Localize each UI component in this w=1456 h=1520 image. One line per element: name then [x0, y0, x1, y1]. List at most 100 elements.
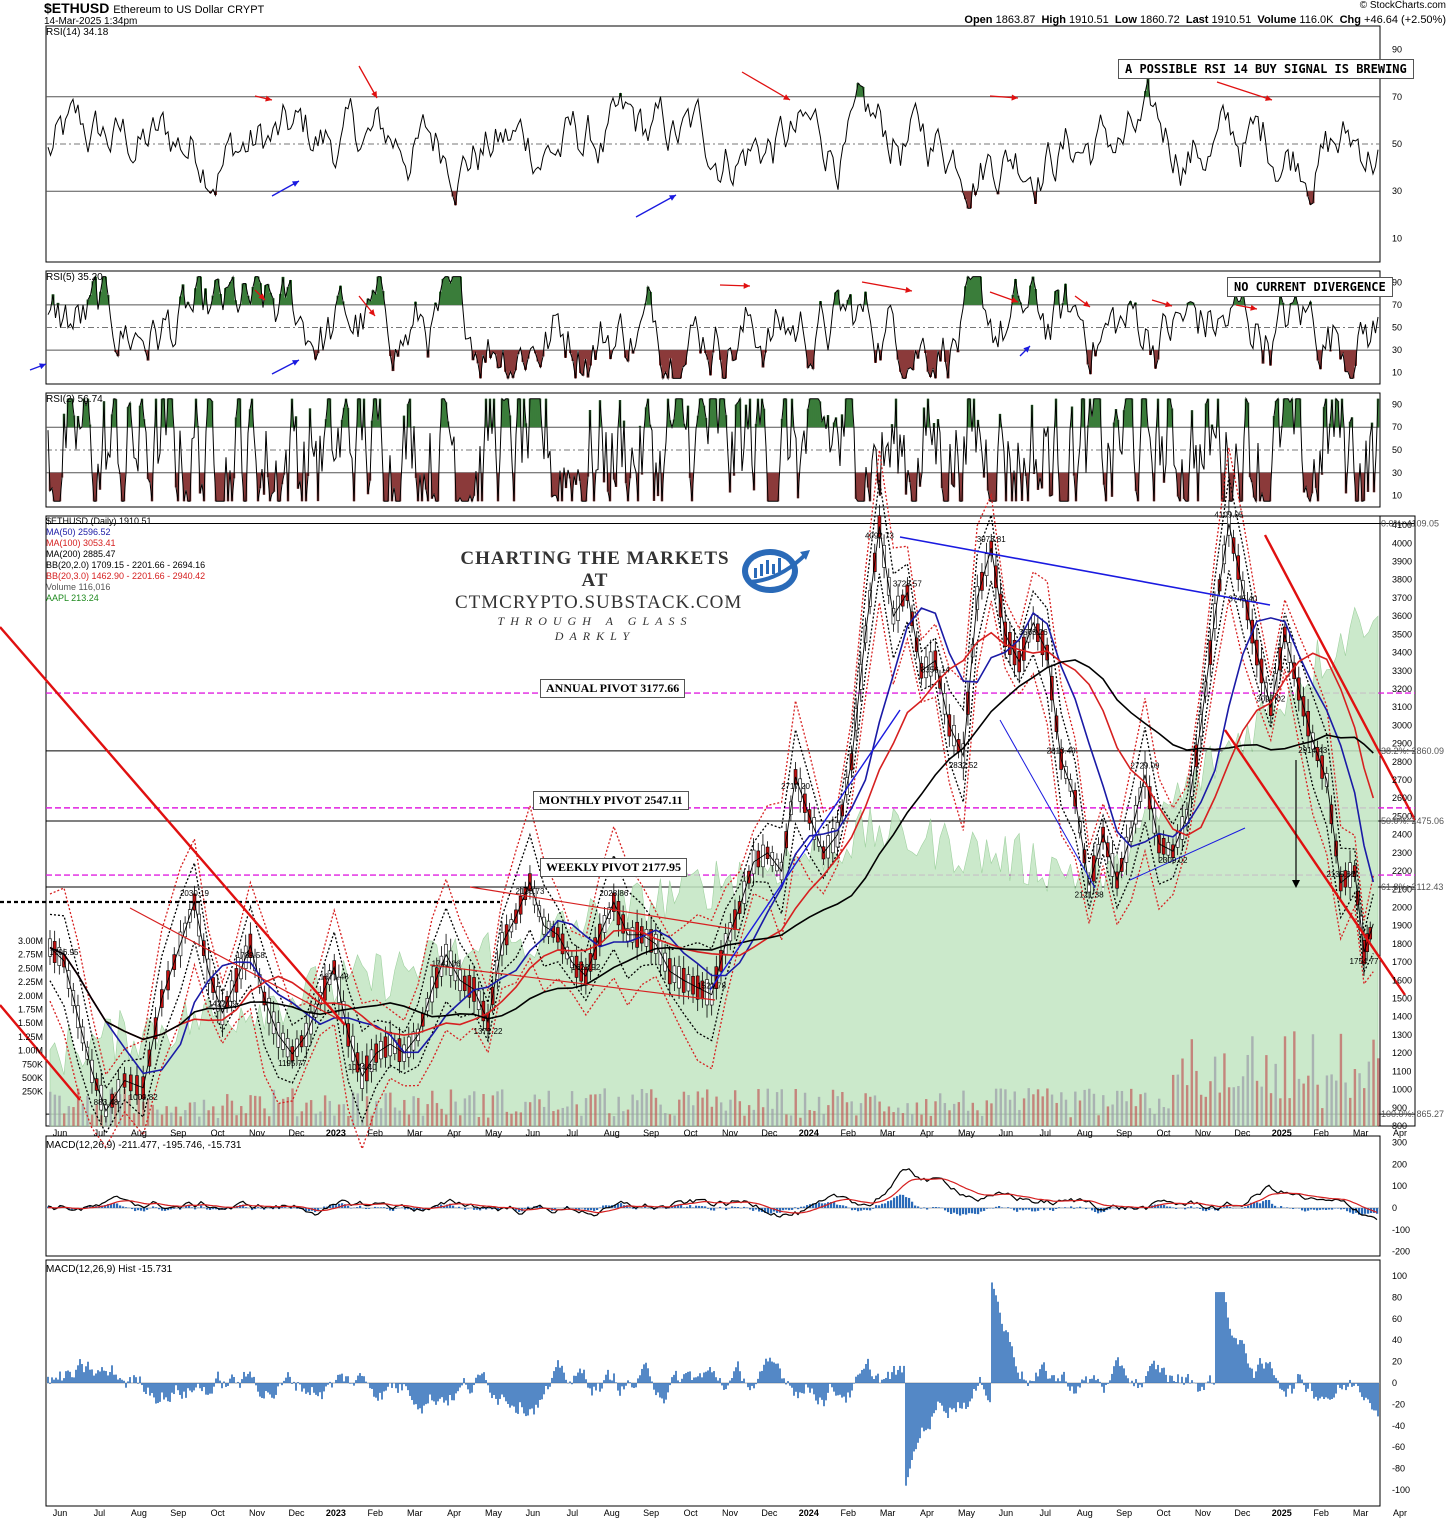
- hist-bar: [643, 1364, 645, 1383]
- macd-small-bar: [86, 1206, 89, 1208]
- volume-bar: [589, 1094, 592, 1126]
- hist-bar: [1149, 1365, 1151, 1383]
- hist-bar: [743, 1378, 745, 1383]
- macd-small-bar: [1016, 1208, 1019, 1212]
- hist-bar: [329, 1381, 331, 1383]
- volume-bar: [1344, 1082, 1347, 1126]
- hist-bar: [1187, 1374, 1189, 1383]
- hist-bar: [1137, 1383, 1139, 1389]
- volume-tick: 1.25M: [18, 1032, 43, 1042]
- macd-small-bar: [527, 1206, 530, 1208]
- macd-small-bar: [104, 1205, 107, 1208]
- volume-bar: [426, 1104, 429, 1126]
- volume-bar: [864, 1093, 867, 1126]
- hist-bar: [409, 1383, 411, 1396]
- price-annotation: 1741.06: [432, 960, 461, 969]
- hist-bar: [931, 1383, 933, 1417]
- volume-bar: [1157, 1098, 1161, 1126]
- hist-bar: [1189, 1383, 1191, 1384]
- volume-bar: [1335, 1080, 1338, 1126]
- price-annotation: 2138.73: [515, 887, 544, 896]
- macd-small-bar: [878, 1205, 881, 1208]
- hist-bar: [1017, 1372, 1019, 1383]
- hist-bar: [683, 1374, 685, 1383]
- macd-small-bar: [389, 1208, 392, 1211]
- trendline-red-3: [1224, 729, 1406, 996]
- hist-bar: [687, 1371, 689, 1383]
- volume-bar: [789, 1115, 793, 1126]
- hist-bar: [395, 1383, 397, 1389]
- macd-small-bar: [887, 1201, 890, 1208]
- hist-bar: [807, 1383, 809, 1388]
- volume-tick: 250K: [22, 1087, 43, 1097]
- volume-bar: [850, 1101, 853, 1126]
- hist-bar: [839, 1383, 841, 1395]
- hist-bar: [275, 1383, 277, 1395]
- hist-bar: [1069, 1383, 1071, 1391]
- hist-bar: [165, 1383, 167, 1398]
- x-label-bottom: Jul: [94, 1508, 106, 1518]
- hist-bar: [967, 1383, 969, 1407]
- hist-bar: [1345, 1383, 1347, 1391]
- bb2-lower: [49, 570, 1374, 1135]
- macd-small-bar: [212, 1208, 215, 1210]
- macd-y-tick: 200: [1392, 1159, 1407, 1169]
- hist-bar: [1377, 1383, 1379, 1417]
- hist-bar: [689, 1371, 691, 1383]
- hist-bar: [463, 1378, 465, 1383]
- price-annotation: 2914.43: [1298, 746, 1327, 755]
- hist-bar: [181, 1383, 183, 1399]
- y-tick-rsi2: 50: [1392, 445, 1402, 455]
- x-label-bottom: May: [485, 1508, 503, 1518]
- hist-bar: [583, 1369, 585, 1383]
- rsi14-bear-arrow-5: [1216, 81, 1273, 101]
- hist-bar: [773, 1362, 775, 1383]
- hist-bar: [545, 1383, 547, 1386]
- hist-bar: [255, 1383, 257, 1386]
- macd-small-bar: [260, 1208, 263, 1209]
- rsi14-bear-arrow-3-head: [783, 94, 790, 100]
- hist-bar: [423, 1383, 425, 1406]
- hist-bar: [1139, 1383, 1141, 1385]
- macd-small-bar: [116, 1203, 119, 1208]
- hist-bar: [713, 1371, 715, 1383]
- trendline-blue-channel: [709, 709, 901, 991]
- hist-bar: [1071, 1383, 1073, 1387]
- volume-bar: [1199, 1094, 1203, 1126]
- macd-small-bar: [143, 1208, 146, 1212]
- hist-bar: [147, 1383, 149, 1388]
- macd-small-bar: [53, 1208, 56, 1210]
- macd-small-bar: [290, 1208, 293, 1209]
- volume-bar: [1372, 1039, 1375, 1126]
- hist-bar: [101, 1367, 103, 1383]
- hist-bar: [621, 1383, 623, 1387]
- volume-tick: 500K: [22, 1073, 43, 1083]
- volume-bar: [528, 1102, 532, 1126]
- macd-small-bar: [968, 1208, 971, 1214]
- hist-bar: [123, 1380, 125, 1383]
- hist-bar: [551, 1377, 553, 1383]
- volume-bar: [594, 1094, 597, 1126]
- macd-small-bar: [710, 1208, 713, 1211]
- hist-bar: [495, 1383, 497, 1399]
- hist-bar: [1049, 1378, 1051, 1383]
- hist-bar: [309, 1383, 311, 1396]
- macd-small-bar: [872, 1208, 875, 1209]
- volume-bar: [240, 1106, 243, 1126]
- volume-bar: [165, 1106, 168, 1126]
- x-label-bottom: Dec: [761, 1508, 778, 1518]
- volume-bar: [389, 1092, 392, 1126]
- macd-small-bar: [1160, 1205, 1163, 1208]
- hist-bar: [1339, 1383, 1341, 1388]
- hist-bar: [867, 1358, 869, 1383]
- hist-bar: [85, 1366, 87, 1383]
- price-annotation: 1622.92: [571, 963, 600, 972]
- macd-small-bar: [950, 1208, 953, 1214]
- macd-small-bar: [1244, 1206, 1247, 1208]
- volume-label: Volume: [1257, 14, 1297, 26]
- macd-small-bar: [368, 1208, 371, 1209]
- price-y-tick: 3200: [1392, 684, 1412, 694]
- hist-bar: [785, 1383, 787, 1385]
- hist-bar: [299, 1383, 301, 1385]
- hist-bar: [195, 1383, 197, 1388]
